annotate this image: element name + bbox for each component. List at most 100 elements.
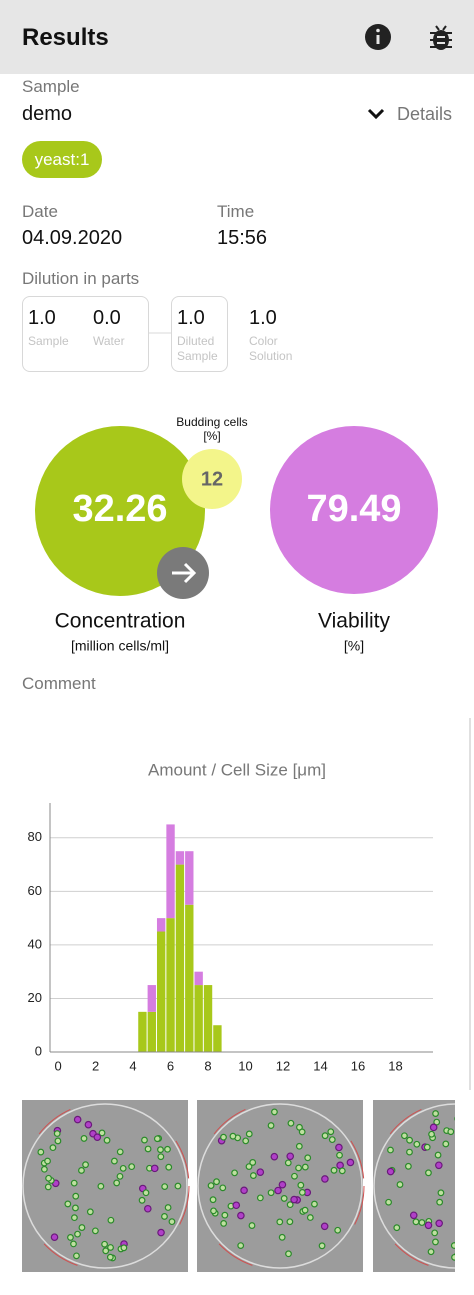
cell-dot <box>113 1179 121 1187</box>
cell-dot <box>301 1206 309 1214</box>
comment-label[interactable]: Comment <box>22 674 96 693</box>
cell-dot <box>306 1214 314 1221</box>
cell-dot <box>161 1213 168 1220</box>
cell-dot <box>280 1195 288 1202</box>
cell-dot <box>267 1189 275 1197</box>
cell-dot <box>465 1219 471 1225</box>
cell-dot <box>295 1164 302 1172</box>
chevron-icon[interactable] <box>367 108 385 120</box>
cell-dot <box>150 1164 159 1173</box>
cell-dot <box>320 1222 329 1231</box>
dilution-value: 1.0 <box>249 307 277 329</box>
cell-dot <box>37 1148 45 1156</box>
bar-segment <box>166 918 175 1052</box>
cell-dot <box>256 1194 264 1202</box>
dilution-value[interactable]: 1.0 <box>28 307 56 329</box>
cell-dot <box>432 1110 439 1117</box>
cell-dot <box>386 1167 395 1176</box>
cell-dot <box>387 1146 394 1154</box>
bar-segment <box>166 824 175 919</box>
concentration-value: 32.26 <box>72 488 167 530</box>
cell-dot <box>418 1219 426 1226</box>
dilution-box <box>171 296 228 372</box>
sample-value: demo <box>22 103 73 125</box>
chip-label[interactable]: yeast:1 <box>34 150 90 169</box>
cell-dot <box>286 1152 295 1161</box>
x-tick-label: 2 <box>92 1058 99 1073</box>
cell-dot <box>73 1252 80 1260</box>
cell-dot <box>447 1128 455 1136</box>
concentration-label: Concentration <box>55 610 186 633</box>
cell-dot <box>86 1208 94 1216</box>
chip[interactable] <box>22 141 102 178</box>
cell-dot <box>213 1178 220 1186</box>
y-tick-label: 80 <box>28 829 42 844</box>
x-tick-label: 8 <box>204 1058 211 1073</box>
cell-dot <box>401 1132 408 1140</box>
bug-icon[interactable] <box>430 25 452 50</box>
cell-dot <box>70 1179 78 1187</box>
bar-segment <box>185 904 194 1052</box>
viability-circle <box>270 426 438 594</box>
cell-dot <box>463 1198 469 1204</box>
cell-dot <box>106 1253 114 1261</box>
cell-dot <box>157 1153 165 1161</box>
cell-dot <box>67 1234 74 1241</box>
viability-unit: [%] <box>344 638 364 654</box>
bar-segment <box>147 1011 156 1052</box>
cell-dot <box>116 1172 124 1180</box>
cell-dot <box>248 1222 256 1229</box>
cell-dot <box>406 1148 413 1156</box>
cell-dot <box>164 1145 171 1153</box>
dilution-part-label: Water <box>93 334 125 348</box>
cell-dot <box>93 1133 102 1141</box>
cell-dot <box>71 1214 78 1222</box>
time-value: 15:56 <box>217 227 268 249</box>
cell-dot <box>107 1216 115 1224</box>
bar-segment <box>175 851 185 865</box>
cell-dot <box>237 1242 245 1250</box>
details-toggle[interactable]: Details <box>397 104 453 124</box>
bar-segment <box>156 931 166 1052</box>
cell-dot <box>435 1161 443 1170</box>
cell-dot <box>274 1186 282 1195</box>
cell-dot <box>84 1120 93 1129</box>
cell-dot <box>249 1159 257 1166</box>
bar-segment <box>185 851 194 905</box>
cell-dot <box>271 1108 278 1116</box>
cell-dot <box>335 1143 343 1152</box>
cell-dot <box>44 1183 52 1191</box>
cell-dot <box>256 1168 265 1176</box>
cell-dot <box>249 1172 257 1179</box>
cell-dot <box>338 1167 346 1175</box>
field-ring <box>22 1103 188 1269</box>
cell-dot <box>321 1175 329 1183</box>
app-title: Results <box>22 24 109 51</box>
x-tick-label: 12 <box>276 1058 290 1073</box>
cell-dot <box>219 1184 227 1192</box>
cell-dot <box>144 1145 152 1153</box>
dilution-part-label: Diluted Sample <box>177 334 218 363</box>
cell-dot <box>70 1240 77 1248</box>
x-tick-label: 18 <box>388 1058 402 1073</box>
cell-dot <box>174 1182 182 1190</box>
dilution-value[interactable]: 1.0 <box>177 307 205 329</box>
cell-dot <box>267 1122 275 1129</box>
cell-dot <box>278 1180 287 1189</box>
x-tick-label: 4 <box>129 1058 136 1073</box>
dilution-value[interactable]: 0.0 <box>93 307 121 329</box>
x-tick-label: 10 <box>238 1058 252 1073</box>
cell-dot <box>54 1137 62 1145</box>
cell-dot <box>431 1229 439 1237</box>
cell-dot <box>103 1136 111 1144</box>
info-icon[interactable] <box>365 24 391 50</box>
cell-dot <box>157 1146 164 1154</box>
cell-dot <box>270 1152 279 1161</box>
thumb-group <box>20 1100 471 1272</box>
cell-dot <box>73 1115 82 1124</box>
cell-dot <box>284 1159 292 1167</box>
cell-dot <box>80 1135 88 1142</box>
cell-dot <box>457 1194 463 1200</box>
arrow-button[interactable] <box>157 547 209 599</box>
